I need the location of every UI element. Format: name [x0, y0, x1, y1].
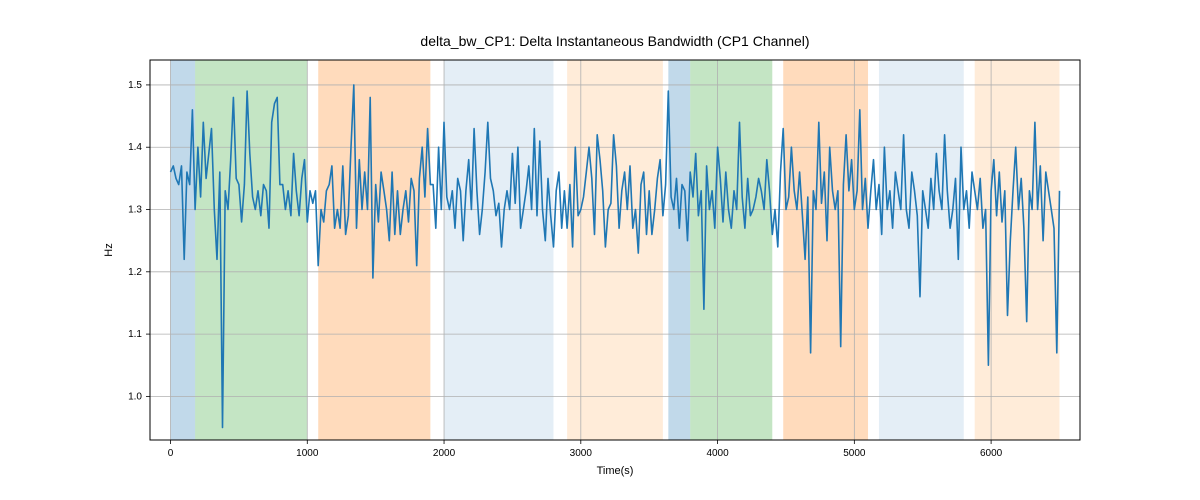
y-tick-label: 1.2 — [128, 267, 142, 278]
y-tick-label: 1.3 — [128, 205, 142, 216]
x-tick-label: 0 — [168, 448, 174, 459]
x-tick-label: 5000 — [843, 448, 866, 459]
phase-bands — [171, 60, 1060, 440]
y-axis-label: Hz — [103, 243, 115, 256]
x-tick-label: 3000 — [570, 448, 593, 459]
y-tick-label: 1.4 — [128, 142, 142, 153]
y-tick-label: 1.0 — [128, 391, 142, 402]
bandwidth-chart: 0 1000 2000 3000 4000 5000 6000 1.0 1.1 1.2 1.3 1.4… — [0, 0, 1200, 500]
x-tick-label: 4000 — [706, 448, 729, 459]
x-axis-label: Time(s) — [597, 465, 634, 477]
x-tick-label: 1000 — [296, 448, 319, 459]
chart-title: delta_bw_CP1: Delta Instantaneous Bandwi… — [420, 33, 809, 49]
x-tick-label: 6000 — [980, 448, 1003, 459]
y-tick-label: 1.1 — [128, 329, 142, 340]
x-tick-label: 2000 — [433, 448, 456, 459]
y-tick-label: 1.5 — [128, 80, 142, 91]
